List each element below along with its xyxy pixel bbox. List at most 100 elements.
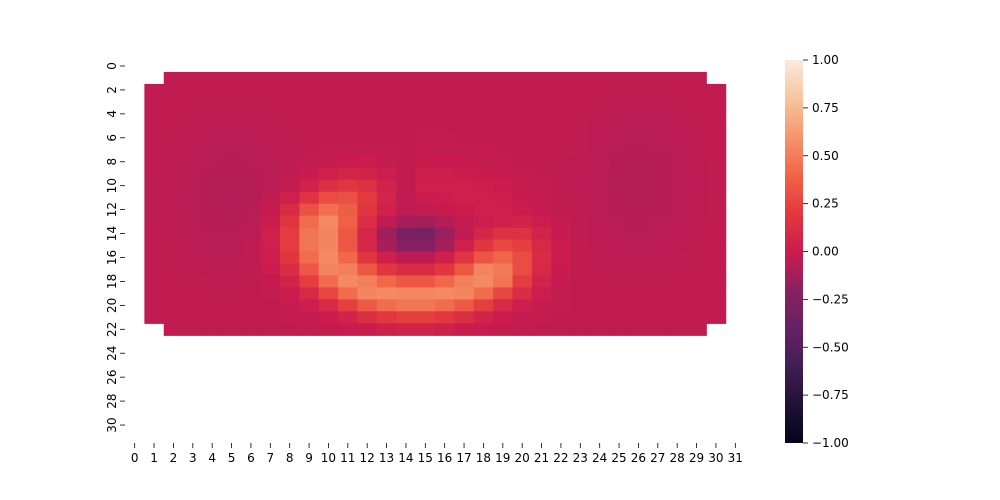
heatmap-cell — [203, 323, 223, 336]
heatmap-cell — [144, 263, 164, 276]
heatmap-cell — [261, 156, 281, 169]
heatmap-cell — [493, 252, 513, 265]
heatmap-cell — [261, 180, 281, 193]
y-tick-label: 4 — [105, 110, 119, 118]
heatmap-cell — [416, 240, 436, 253]
heatmap-cell — [222, 168, 242, 181]
heatmap-cell — [706, 180, 726, 193]
heatmap-cell — [629, 96, 649, 109]
heatmap-cell — [629, 323, 649, 336]
heatmap-cell — [706, 216, 726, 229]
heatmap-cell — [358, 216, 378, 229]
heatmap-cell — [416, 323, 436, 336]
heatmap-cell — [338, 84, 358, 97]
heatmap-cell — [144, 96, 164, 109]
heatmap-cell — [493, 240, 513, 253]
heatmap-cell — [280, 252, 300, 265]
heatmap-cell — [551, 275, 571, 288]
heatmap-cell — [668, 96, 688, 109]
heatmap-cell — [299, 299, 319, 312]
heatmap-cell — [532, 299, 552, 312]
heatmap-cell — [377, 156, 397, 169]
heatmap-cell — [396, 216, 416, 229]
heatmap-cell — [183, 263, 203, 276]
heatmap-cell — [203, 216, 223, 229]
heatmap-cell — [338, 132, 358, 145]
heatmap-cell — [687, 96, 707, 109]
heatmap-cell — [474, 287, 494, 300]
heatmap-cell — [551, 120, 571, 133]
heatmap-cell — [668, 120, 688, 133]
heatmap-cell — [377, 252, 397, 265]
heatmap-cell — [668, 156, 688, 169]
heatmap-cell — [571, 120, 591, 133]
heatmap-cell — [261, 84, 281, 97]
heatmap-cell — [144, 216, 164, 229]
heatmap-cell — [299, 240, 319, 253]
heatmap-cell — [454, 72, 474, 85]
heatmap-cell — [513, 192, 533, 205]
heatmap-cell — [377, 204, 397, 217]
heatmap-cell — [474, 168, 494, 181]
heatmap-cell — [299, 132, 319, 145]
heatmap-cell — [338, 311, 358, 324]
heatmap-cell — [551, 96, 571, 109]
heatmap-cell — [454, 311, 474, 324]
heatmap-cell — [144, 275, 164, 288]
y-tick-label: 30 — [105, 417, 119, 432]
heatmap-cell — [396, 180, 416, 193]
heatmap-cell — [299, 263, 319, 276]
heatmap-cell — [668, 228, 688, 241]
heatmap-cell — [590, 120, 610, 133]
heatmap-cell — [241, 323, 261, 336]
x-tick-label: 17 — [456, 451, 471, 465]
heatmap-cell — [687, 120, 707, 133]
heatmap-cell — [280, 240, 300, 253]
heatmap-cell — [532, 168, 552, 181]
heatmap-cell — [319, 180, 339, 193]
heatmap-cell — [203, 240, 223, 253]
heatmap-cell — [474, 96, 494, 109]
heatmap-cell — [648, 287, 668, 300]
heatmap-cell — [609, 263, 629, 276]
heatmap-cell — [435, 204, 455, 217]
heatmap-cell — [648, 228, 668, 241]
heatmap-cell — [396, 108, 416, 121]
x-tick-label: 18 — [476, 451, 491, 465]
heatmap-cell — [396, 84, 416, 97]
heatmap-cell — [551, 72, 571, 85]
heatmap-cell — [493, 263, 513, 276]
heatmap-cell — [454, 323, 474, 336]
heatmap-cell — [261, 263, 281, 276]
heatmap-cell — [416, 72, 436, 85]
heatmap-cell — [590, 108, 610, 121]
heatmap-cell — [435, 108, 455, 121]
heatmap-cell — [668, 192, 688, 205]
heatmap-cell — [648, 252, 668, 265]
heatmap-cell — [241, 275, 261, 288]
heatmap-cell — [474, 311, 494, 324]
heatmap-cell — [687, 323, 707, 336]
x-tick-label: 13 — [379, 451, 394, 465]
heatmap-cell — [338, 144, 358, 157]
heatmap-cell — [261, 216, 281, 229]
heatmap-cell — [396, 72, 416, 85]
heatmap-cell — [164, 156, 184, 169]
y-tick-label: 26 — [105, 370, 119, 385]
heatmap-cell — [358, 263, 378, 276]
heatmap-cell — [261, 108, 281, 121]
x-tick-label: 19 — [495, 451, 510, 465]
heatmap-cell — [609, 204, 629, 217]
heatmap-cell — [590, 72, 610, 85]
heatmap-cell — [299, 311, 319, 324]
heatmap-cell — [590, 299, 610, 312]
heatmap-cell — [241, 156, 261, 169]
colorbar-tick-label: −0.50 — [812, 340, 849, 354]
heatmap-cell — [222, 228, 242, 241]
heatmap-cell — [629, 228, 649, 241]
heatmap-cell — [203, 120, 223, 133]
heatmap-cell — [454, 287, 474, 300]
heatmap-cell — [222, 192, 242, 205]
heatmap-cell — [222, 156, 242, 169]
heatmap-cell — [513, 156, 533, 169]
